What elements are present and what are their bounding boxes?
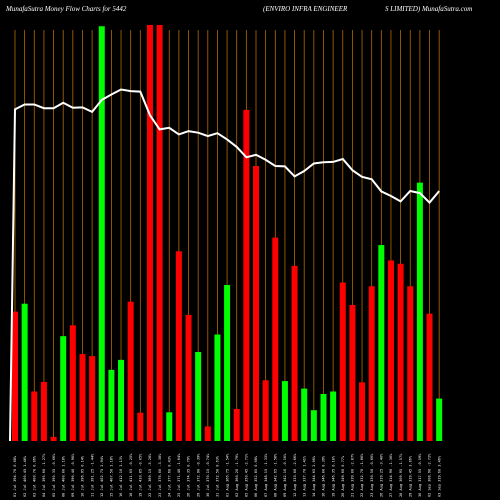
bar-inflow [224,285,231,441]
x-tick-label: 08 Jul 400.00 1.18% [61,455,65,497]
bar-outflow [253,166,259,442]
bar-inflow [330,391,337,441]
bar-inflow [378,245,385,441]
bar-outflow [407,286,414,441]
x-tick-label: 29 Aug 319.45 3.06% [408,455,412,497]
x-tick-label: 15 Jul 407.50 1.18% [110,455,114,497]
x-tick-label: 19 Jul 410.85 -0.05% [139,453,143,497]
x-tick-label: 07 Aug 348.15 -1.33% [264,453,268,497]
bar-inflow [166,412,173,441]
x-tick-label: 12 Jul 402.75 2.94% [100,455,104,497]
x-tick-label: 02 Aug 360.20 -1.79% [235,453,239,497]
x-tick-label: 05 Jul 395.35 -0.06% [52,453,56,497]
bar-inflow [195,351,202,441]
bar-inflow [21,303,28,441]
x-tick-label: 03 Jul 400.70 0.06% [32,455,36,497]
bar-inflow [301,388,308,441]
x-tick-label: 04 Jul 395.60 -1.27% [42,453,46,497]
bar-outflow [397,263,404,441]
bar-outflow [12,311,18,441]
x-tick-label: 23 Aug 330.50 -0.66% [370,453,374,497]
header-middle: (ENVIRO INFRA ENGINEER [263,5,348,13]
x-tick-label: 10 Jul 396.95 0.14% [81,455,85,497]
x-axis-ticks: 01 Jul 394.70 0.08% 02 Jul 400.45 1.46% 03… [13,453,441,497]
bar-inflow [281,381,288,441]
x-tick-label: 11 Jul 391.25 -1.44% [90,453,94,497]
bar-outflow [146,25,153,441]
x-tick-label: 05 Aug 350.45 -2.71% [245,453,249,497]
bar-outflow [272,237,279,441]
x-tick-label: 16 Jul 412.10 1.13% [119,455,123,497]
x-tick-label: 22 Jul 389.15 -5.28% [148,453,152,497]
bar-outflow [262,380,269,441]
bar-outflow [69,325,76,441]
bar-inflow [118,359,125,441]
x-tick-label: 12 Aug 333.00 -2.66% [293,453,297,497]
bar-outflow [233,408,240,441]
x-tick-label: 28 Aug 309.95 -1.57% [399,453,403,497]
x-tick-label: 27 Aug 314.90 -1.36% [389,453,393,497]
bar-outflow [89,356,96,441]
money-flow-bars [12,25,443,442]
x-tick-label: 20 Aug 349.00 0.77% [341,455,345,497]
bar-inflow [436,398,443,441]
x-tick-label: 26 Aug 319.25 -3.40% [380,453,384,497]
x-tick-label: 21 Aug 339.00 -2.87% [351,453,355,497]
bar-outflow [127,301,134,441]
bar-outflow [175,251,182,441]
x-tick-label: 01 Jul 394.70 0.08% [13,455,17,497]
x-tick-label: 31 Jul 372.50 0.63% [216,455,220,497]
x-tick-label: 09 Aug 342.10 -0.16% [283,453,287,497]
bar-outflow [156,25,163,441]
header-left: MunafaSutra Money Flow Charts for 5442 [5,5,127,13]
x-tick-label: 22 Aug 332.70 -1.86% [360,453,364,497]
bar-outflow [137,412,144,441]
bar-outflow [50,436,57,441]
bar-inflow [214,334,221,441]
x-tick-label: 14 Aug 344.65 2.06% [312,455,316,497]
bar-outflow [243,109,250,441]
bar-inflow [416,182,423,441]
x-tick-label: 08 Aug 342.65 -1.58% [273,453,277,497]
bar-outflow [204,426,211,441]
x-tick-label: 23 Jul 376.00 -3.38% [158,453,162,497]
bar-outflow [349,304,356,441]
bar-outflow [291,265,298,441]
bar-outflow [31,391,38,441]
x-tick-label: 18 Jul 411.05 -0.25% [129,453,133,497]
bar-inflow [320,393,327,441]
bar-inflow [98,26,105,442]
bar-outflow [339,282,346,441]
price-line [9,88,440,442]
x-tick-label: 06 Aug 352.85 0.68% [254,455,258,497]
bar-outflow [387,260,394,441]
x-tick-label: 01 Aug 366.75 -1.54% [225,453,229,497]
bar-outflow [426,313,433,441]
x-tick-label: 24 Jul 377.60 0.43% [167,455,171,497]
x-tick-label: 16 Aug 346.00 0.39% [322,455,326,497]
x-tick-label: 13 Aug 337.70 1.41% [302,455,306,497]
x-tick-label: 30 Jul 370.15 -0.74% [206,453,210,497]
x-tick-label: 29 Jul 372.90 -0.39% [196,453,200,497]
x-tick-label: 02 Sep 308.90 -2.72% [428,453,432,497]
x-tick-label: 19 Aug 346.35 0.10% [331,455,335,497]
bar-outflow [359,382,366,441]
x-tick-label: 25 Jul 371.40 -1.64% [177,453,181,497]
bar-outflow [40,381,47,441]
x-tick-label: 02 Jul 400.45 1.46% [23,455,27,497]
x-tick-label: 09 Jul 396.40 -0.90% [71,453,75,497]
x-tick-label: 26 Jul 374.35 0.79% [187,455,191,497]
bar-outflow [79,354,86,441]
bar-outflow [185,314,192,441]
x-tick-label: 30 Aug 317.55 -0.59% [418,453,422,497]
bar-inflow [108,369,115,441]
header-right: S LIMITED) MunafaSutra.com [385,5,472,13]
bar-inflow [60,336,67,441]
bar-inflow [310,410,317,441]
x-tick-label: 03 Sep 319.60 3.46% [437,455,441,497]
bar-outflow [368,286,375,441]
